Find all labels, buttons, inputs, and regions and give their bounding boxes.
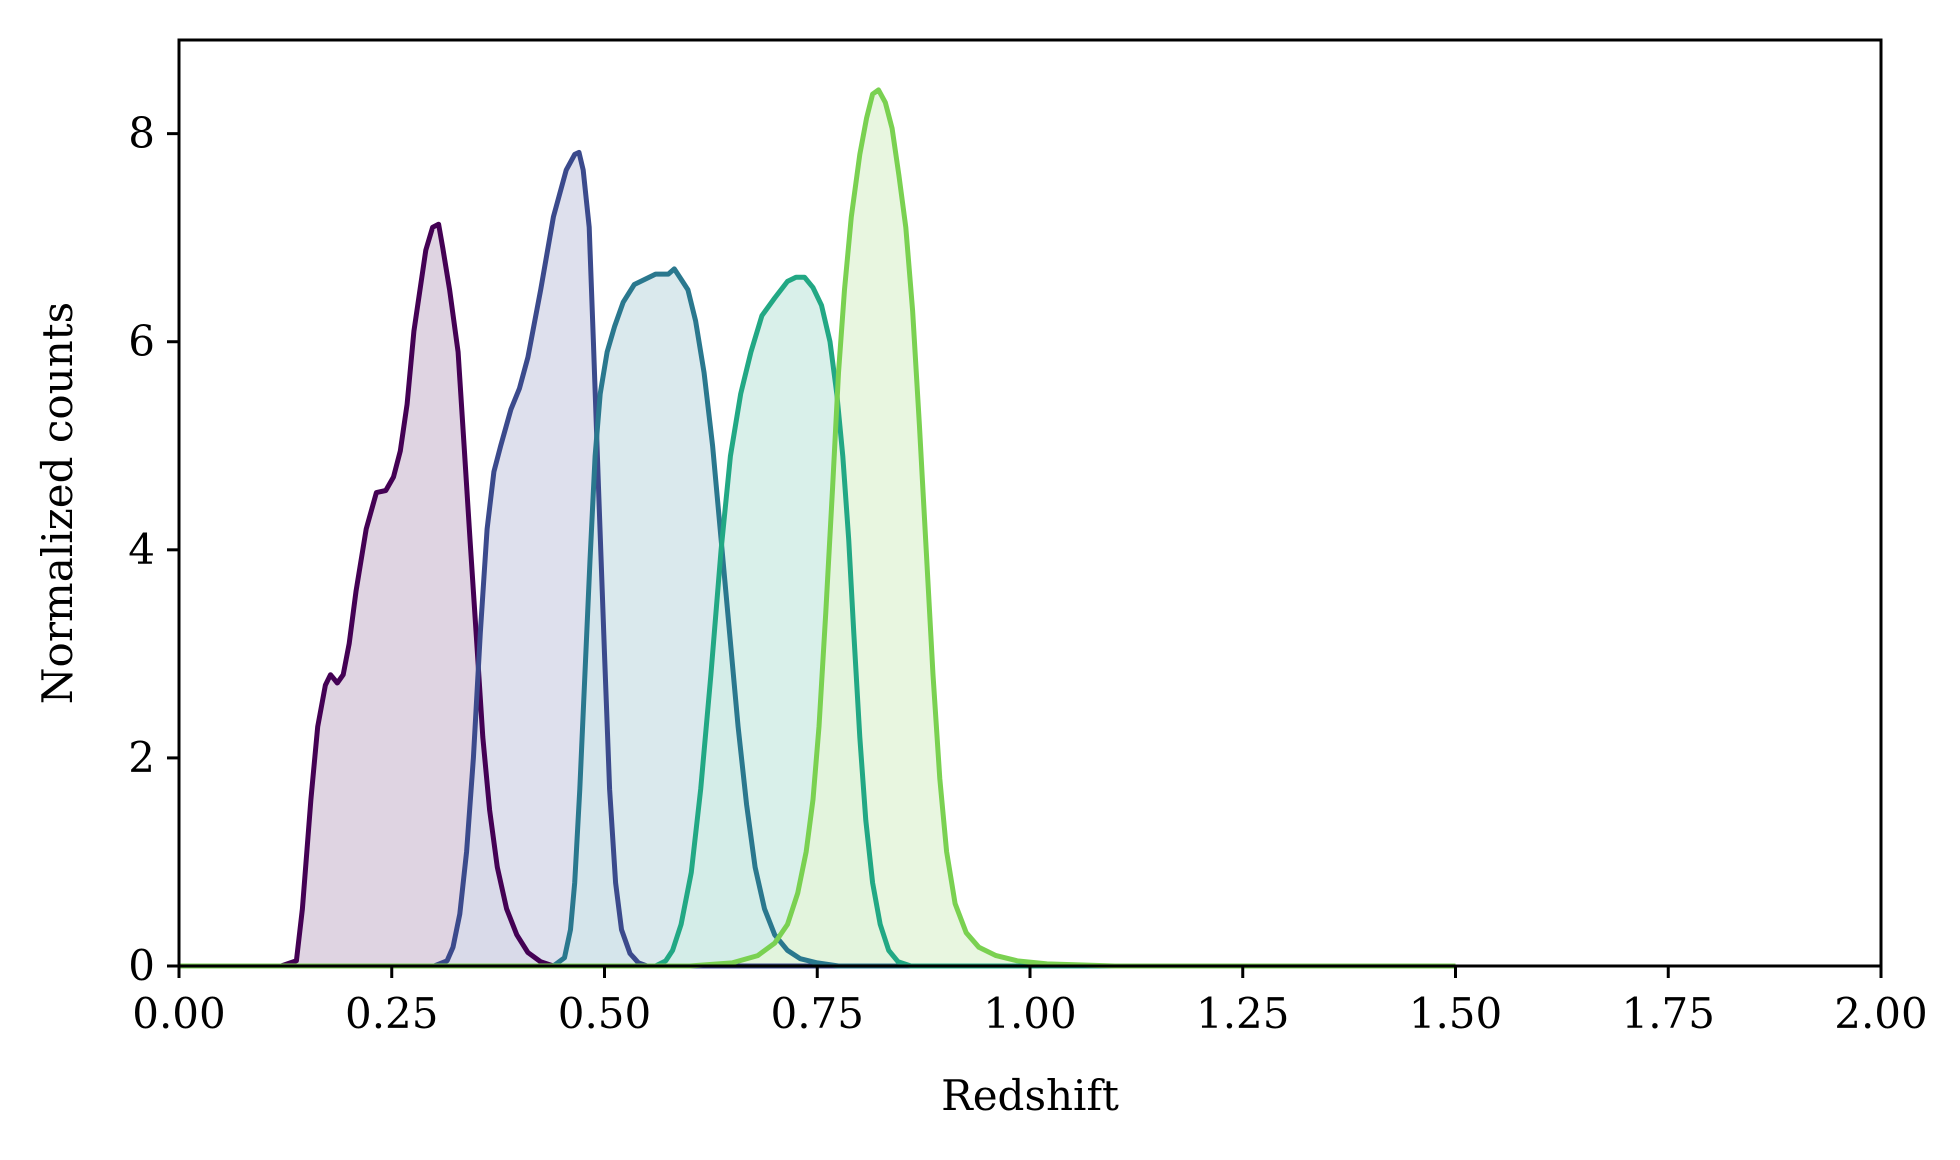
x-axis-label: Redshift xyxy=(941,1071,1119,1120)
x-tick-label: 0.25 xyxy=(345,989,439,1038)
y-tick-label: 0 xyxy=(128,941,155,990)
series-2-line xyxy=(179,149,1456,969)
y-tick-label: 4 xyxy=(128,525,155,574)
series-1-line xyxy=(179,221,1456,969)
x-tick-label: 0.00 xyxy=(132,989,226,1038)
series-2-area xyxy=(179,152,1456,966)
series-5-area xyxy=(179,89,1456,966)
y-tick-label: 2 xyxy=(128,733,155,782)
x-tick-label: 0.75 xyxy=(770,989,864,1038)
series-4-area xyxy=(179,277,1456,966)
plot-frame xyxy=(177,38,1883,968)
series-5-line xyxy=(179,87,1456,969)
series-4-line xyxy=(179,274,1456,969)
y-tick-label: 6 xyxy=(128,317,155,366)
x-tick-label: 2.00 xyxy=(1834,989,1928,1038)
ticks-layer: 0.00 0.25 0.50 0.75 1.00 1.25 1.50 1.75 2.00 0 2 4 6… xyxy=(128,109,1927,1038)
x-tick-label: 1.25 xyxy=(1196,989,1290,1038)
y-tick-label: 8 xyxy=(128,109,155,158)
series-1-area xyxy=(179,224,1456,966)
y-axis-label: Normalized counts xyxy=(33,302,82,704)
series-3-line xyxy=(179,266,1456,969)
x-tick-label: 1.00 xyxy=(983,989,1077,1038)
x-tick-label: 1.50 xyxy=(1409,989,1503,1038)
series-layer xyxy=(179,87,1456,969)
x-tick-label: 1.75 xyxy=(1621,989,1715,1038)
x-tick-label: 0.50 xyxy=(558,989,652,1038)
